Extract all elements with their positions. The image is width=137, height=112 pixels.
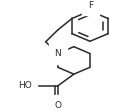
Text: O: O bbox=[54, 101, 61, 110]
Text: N: N bbox=[54, 49, 61, 58]
Text: HO: HO bbox=[18, 81, 32, 90]
Text: F: F bbox=[88, 0, 93, 10]
